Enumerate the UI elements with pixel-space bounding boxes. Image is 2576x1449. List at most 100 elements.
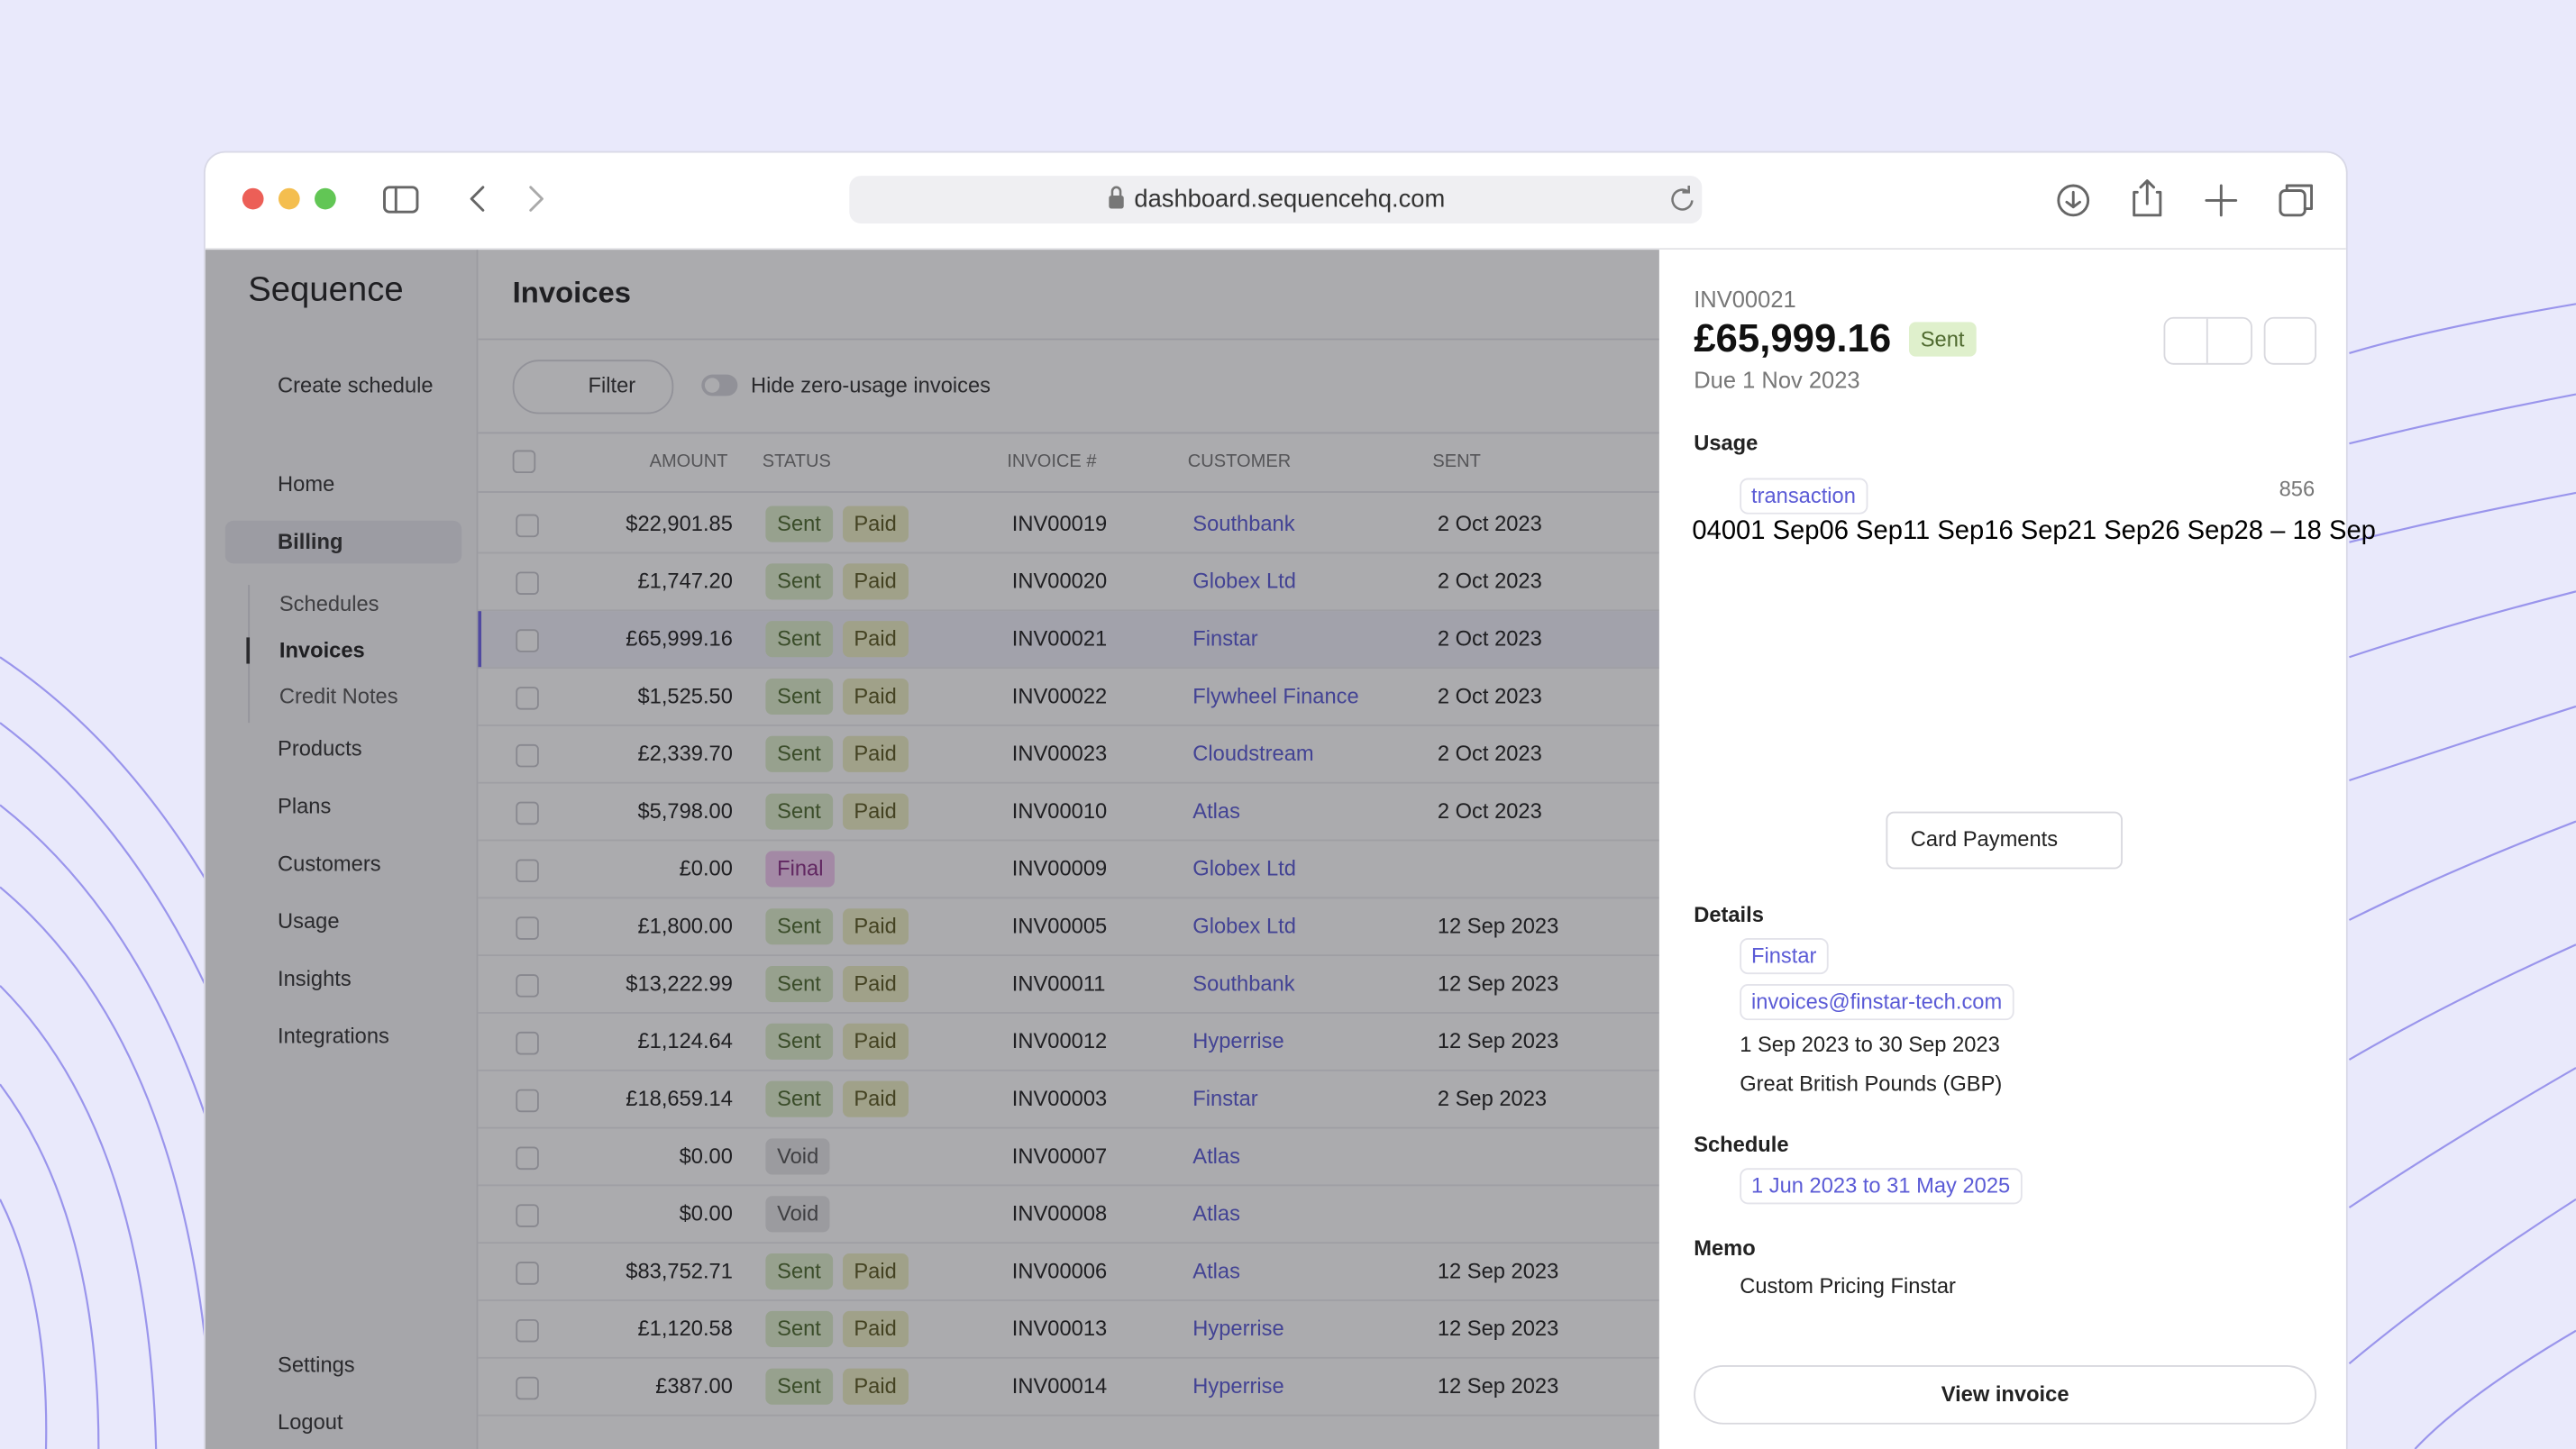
reload-button[interactable] bbox=[1671, 186, 1694, 211]
header-checkbox[interactable] bbox=[512, 450, 536, 474]
close-window[interactable] bbox=[242, 187, 264, 210]
customer-chip[interactable]: Finstar bbox=[1740, 938, 1829, 975]
row-checkbox[interactable] bbox=[516, 1146, 539, 1171]
row-checkbox[interactable] bbox=[516, 859, 539, 883]
customer-link[interactable]: Hyperrise bbox=[1192, 1316, 1284, 1341]
column-header: SENT bbox=[1432, 451, 1481, 472]
status-pill: Final bbox=[765, 851, 836, 888]
share-button[interactable] bbox=[2133, 179, 2162, 217]
subnav-item[interactable]: Schedules bbox=[279, 591, 379, 616]
sidebar-toggle[interactable] bbox=[383, 186, 419, 214]
create-schedule[interactable]: Create schedule bbox=[278, 372, 434, 398]
row-checkbox[interactable] bbox=[516, 629, 539, 652]
status-pill: Paid bbox=[842, 908, 909, 945]
row-checkbox[interactable] bbox=[516, 1204, 539, 1227]
customer-link[interactable]: Hyperrise bbox=[1192, 1373, 1284, 1399]
nav-item[interactable]: Products bbox=[278, 735, 362, 761]
row-checkbox[interactable] bbox=[516, 514, 539, 538]
customer-link[interactable]: Finstar bbox=[1192, 625, 1258, 651]
row-checkbox[interactable] bbox=[516, 1031, 539, 1055]
view-invoice-button[interactable]: View invoice bbox=[1694, 1365, 2317, 1425]
maximize-window[interactable] bbox=[315, 187, 336, 210]
billing-period: 1 Sep 2023 to 30 Sep 2023 bbox=[1740, 1031, 2000, 1057]
schedule-chip[interactable]: 1 Jun 2023 to 31 May 2025 bbox=[1740, 1168, 2022, 1205]
tooltip-value: 28 bbox=[2233, 517, 2263, 546]
modal-overlay[interactable] bbox=[205, 250, 1659, 1449]
tabs-button[interactable] bbox=[2279, 189, 2307, 217]
column-header: CUSTOMER bbox=[1187, 451, 1292, 472]
header-divider bbox=[478, 491, 1659, 493]
row-divider bbox=[478, 609, 1659, 612]
invoice-number: INV00008 bbox=[1011, 1200, 1108, 1226]
metric-dropdown[interactable] bbox=[1886, 811, 2123, 870]
status-pill: Paid bbox=[842, 1368, 909, 1405]
row-checkbox[interactable] bbox=[516, 801, 539, 825]
nav-item[interactable]: Integrations bbox=[278, 1023, 389, 1049]
forward-button[interactable] bbox=[529, 186, 544, 212]
header-divider bbox=[478, 338, 1659, 341]
row-checkbox[interactable] bbox=[516, 1318, 539, 1343]
invoice-number: INV00005 bbox=[1011, 913, 1108, 939]
nav-active-bg bbox=[224, 520, 462, 564]
row-checkbox[interactable] bbox=[516, 974, 539, 998]
row-checkbox[interactable] bbox=[516, 916, 539, 940]
status-pill: Sent bbox=[765, 908, 833, 945]
invoice-number: INV00007 bbox=[1011, 1143, 1108, 1169]
customer-link[interactable]: Atlas bbox=[1192, 1200, 1240, 1226]
customer-link[interactable]: Globex Ltd bbox=[1192, 568, 1296, 594]
row-checkbox[interactable] bbox=[516, 1262, 539, 1285]
x-tick-label: 06 Sep bbox=[1819, 517, 1903, 546]
customer-link[interactable]: Southbank bbox=[1192, 510, 1295, 536]
nav-item[interactable]: Plans bbox=[278, 793, 332, 818]
subnav-item[interactable]: Invoices bbox=[279, 637, 365, 662]
customer-link[interactable]: Hyperrise bbox=[1192, 1028, 1284, 1053]
customer-link[interactable]: Globex Ltd bbox=[1192, 913, 1296, 939]
filter-button[interactable] bbox=[512, 360, 674, 415]
customer-link[interactable]: Southbank bbox=[1192, 971, 1295, 996]
footer-item[interactable]: Logout bbox=[278, 1409, 343, 1435]
status-pill: Paid bbox=[842, 966, 909, 1003]
back-button[interactable] bbox=[470, 186, 485, 212]
amount: $5,798.00 bbox=[637, 798, 733, 824]
new-tab-button[interactable] bbox=[2205, 184, 2238, 217]
x-tick-label: 11 Sep bbox=[1902, 517, 1985, 546]
nav-item[interactable]: Billing bbox=[278, 529, 343, 554]
nav-item[interactable]: Home bbox=[278, 471, 335, 497]
row-checkbox[interactable] bbox=[516, 1089, 539, 1113]
invoice-number: INV00011 bbox=[1011, 971, 1106, 996]
address-bar[interactable] bbox=[849, 176, 1703, 223]
download-button[interactable] bbox=[2057, 184, 2090, 217]
column-header: INVOICE # bbox=[1007, 451, 1097, 472]
status-pill: Sent bbox=[765, 735, 833, 772]
sent-date: 2 Oct 2023 bbox=[1437, 741, 1542, 766]
customer-link[interactable]: Flywheel Finance bbox=[1192, 683, 1359, 708]
row-divider bbox=[478, 954, 1659, 957]
nav-item[interactable]: Insights bbox=[278, 966, 352, 991]
footer-item[interactable]: Settings bbox=[278, 1352, 355, 1377]
row-checkbox[interactable] bbox=[516, 571, 539, 595]
minimize-window[interactable] bbox=[278, 187, 300, 210]
customer-link[interactable]: Finstar bbox=[1192, 1086, 1258, 1111]
amount: $0.00 bbox=[679, 1143, 733, 1169]
customer-link[interactable]: Atlas bbox=[1192, 1143, 1240, 1169]
amount: £387.00 bbox=[655, 1373, 733, 1399]
details-heading: Details bbox=[1694, 901, 1764, 927]
row-checkbox[interactable] bbox=[516, 1376, 539, 1400]
nav-item[interactable]: Usage bbox=[278, 908, 340, 934]
nav-item[interactable]: Customers bbox=[278, 851, 381, 876]
subnav-item[interactable]: Credit Notes bbox=[279, 683, 398, 708]
status-pill: Paid bbox=[842, 1080, 909, 1117]
status-pills: Sent Paid bbox=[765, 506, 918, 542]
customer-link[interactable]: Globex Ltd bbox=[1192, 855, 1296, 881]
metric-chip[interactable]: transaction bbox=[1740, 478, 1868, 515]
status-pill: Void bbox=[765, 1138, 831, 1175]
status-pill: Sent bbox=[765, 1080, 833, 1117]
email-chip[interactable]: invoices@finstar-tech.com bbox=[1740, 984, 2014, 1021]
row-divider bbox=[478, 781, 1659, 784]
customer-link[interactable]: Atlas bbox=[1192, 798, 1240, 824]
status-pill: Sent bbox=[765, 1368, 833, 1405]
customer-link[interactable]: Cloudstream bbox=[1192, 741, 1314, 766]
customer-link[interactable]: Atlas bbox=[1192, 1258, 1240, 1283]
row-checkbox[interactable] bbox=[516, 687, 539, 710]
row-checkbox[interactable] bbox=[516, 743, 539, 768]
